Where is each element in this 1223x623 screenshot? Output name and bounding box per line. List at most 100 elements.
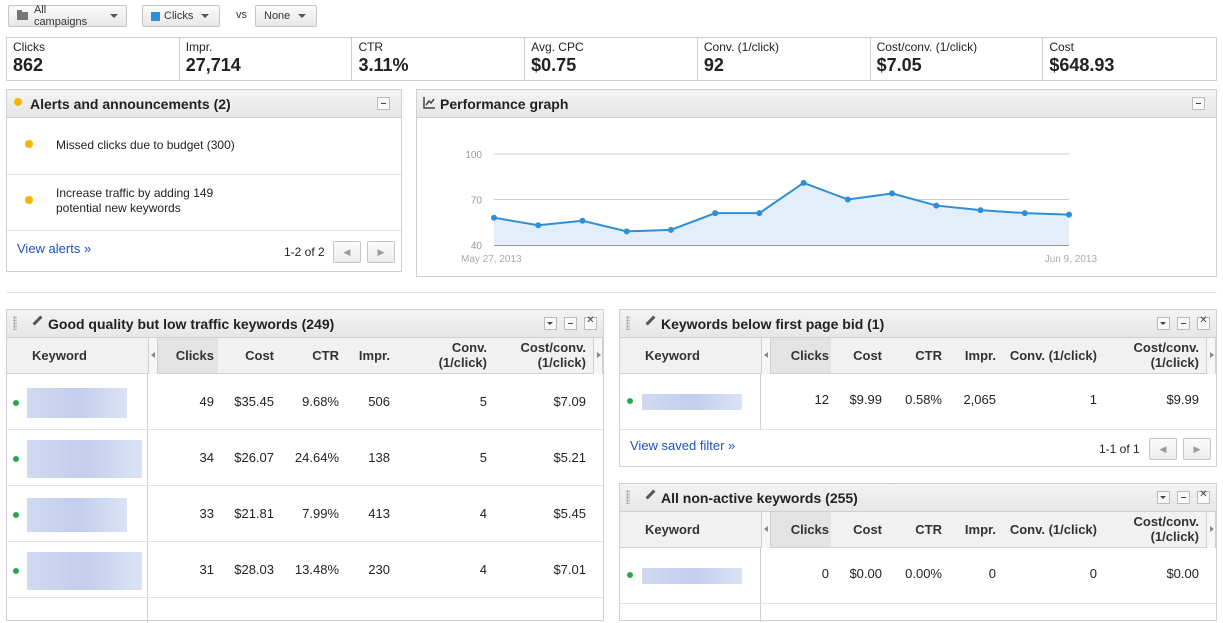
close-button[interactable]: ✕	[584, 315, 597, 330]
scroll-left-button[interactable]	[148, 338, 158, 374]
table-row[interactable]: 31 $28.03 13.48% 230 4 $7.01	[7, 542, 603, 598]
stat-ctr[interactable]: CTR 3.11%	[352, 38, 526, 80]
stat-conversions[interactable]: Conv. (1/click) 92	[698, 38, 871, 80]
prev-page-button[interactable]: ◀	[1149, 438, 1177, 460]
next-page-button[interactable]: ▶	[367, 241, 395, 263]
dropdown-button[interactable]	[544, 317, 557, 330]
cell-cost: $9.99	[849, 392, 882, 407]
data-point	[491, 214, 497, 221]
table-header: Keyword Clicks Cost CTR Impr. Conv. (1/c…	[620, 338, 1216, 374]
y-tick-label: 100	[465, 150, 482, 161]
table-row[interactable]: 12 $9.99 0.58% 2,065 1 $9.99	[620, 374, 1216, 429]
alerts-pager-text: 1-2 of 2	[284, 245, 325, 259]
col-impr[interactable]: Impr.	[964, 348, 996, 363]
data-point	[1066, 211, 1072, 218]
table-header: Keyword Clicks Cost CTR Impr. Conv. (1/c…	[7, 338, 603, 374]
status-active-icon	[13, 512, 19, 518]
col-ctr[interactable]: CTR	[312, 348, 339, 363]
stat-value: $7.05	[876, 55, 922, 75]
cell-cost-conv: $5.45	[553, 506, 586, 521]
minimize-button[interactable]	[1177, 317, 1190, 330]
view-alerts-link[interactable]: View alerts »	[17, 241, 92, 256]
col-cost-conv-line: Cost/conv.	[1133, 514, 1200, 529]
drag-handle-icon[interactable]	[626, 490, 630, 504]
minimize-button[interactable]	[377, 97, 390, 110]
col-conv[interactable]: Conv. (1/click)	[412, 340, 487, 370]
col-keyword[interactable]: Keyword	[32, 348, 87, 363]
table-row[interactable]: 34 $26.07 24.64% 138 5 $5.21	[7, 430, 603, 486]
minimize-button[interactable]	[1177, 491, 1190, 504]
stat-avg-cpc[interactable]: Avg. CPC $0.75	[525, 38, 698, 80]
dropdown-button[interactable]	[1157, 317, 1170, 330]
cell-ctr: 0.00%	[905, 566, 942, 581]
col-cost[interactable]: Cost	[853, 522, 882, 537]
close-icon: ✕	[1199, 315, 1208, 326]
scroll-left-button[interactable]	[761, 338, 771, 374]
col-cost-conv-line: (1/click)	[537, 355, 586, 370]
chevron-down-icon	[201, 14, 210, 18]
stat-impressions[interactable]: Impr. 27,714	[180, 38, 353, 80]
col-impr[interactable]: Impr.	[358, 348, 390, 363]
table-row[interactable]: 0 $0.00 0.00% 0 0 $0.00	[620, 548, 1216, 603]
cell-cost: $28.03	[234, 562, 274, 577]
drag-handle-icon[interactable]	[13, 316, 17, 330]
cell-clicks: 0	[821, 566, 829, 581]
col-clicks[interactable]: Clicks	[790, 348, 829, 363]
scroll-right-button[interactable]	[1206, 512, 1216, 548]
minimize-button[interactable]	[564, 317, 577, 330]
campaign-selector-label: All campaigns	[33, 4, 88, 28]
metric2-selector[interactable]: None	[255, 5, 317, 27]
cell-cost: $0.00	[849, 566, 882, 581]
stat-cost-per-conv[interactable]: Cost/conv. (1/click) $7.05	[871, 38, 1044, 80]
col-keyword[interactable]: Keyword	[645, 348, 700, 363]
data-point	[579, 217, 586, 224]
stat-value: $0.75	[531, 55, 577, 75]
close-button[interactable]: ✕	[1197, 315, 1210, 330]
drag-handle-icon[interactable]	[626, 316, 630, 330]
table-row[interactable]: 49 $35.45 9.68% 506 5 $7.09	[7, 374, 603, 430]
col-cost-conv[interactable]: Cost/conv. (1/click)	[1115, 340, 1200, 370]
col-clicks[interactable]: Clicks	[175, 348, 214, 363]
metric1-selector[interactable]: Clicks	[142, 5, 220, 27]
col-conv[interactable]: Conv. (1/click)	[1009, 522, 1097, 537]
table-row[interactable]: 33 $21.81 7.99% 413 4 $5.45	[7, 486, 603, 542]
scroll-left-button[interactable]	[761, 512, 771, 548]
data-point	[933, 202, 940, 209]
col-cost[interactable]: Cost	[245, 348, 274, 363]
next-page-button[interactable]: ▶	[1183, 438, 1211, 460]
alert-item-keywords[interactable]: Increase traffic by adding 149 potential…	[56, 186, 213, 216]
close-button[interactable]: ✕	[1197, 489, 1210, 504]
cell-ctr: 24.64%	[294, 450, 339, 465]
scroll-right-button[interactable]	[1206, 338, 1216, 374]
col-conv[interactable]: Conv. (1/click)	[1009, 348, 1097, 363]
col-cost-conv[interactable]: Cost/conv. (1/click)	[502, 340, 587, 370]
col-ctr[interactable]: CTR	[915, 348, 942, 363]
close-icon: ✕	[1199, 489, 1208, 500]
edit-icon[interactable]	[645, 315, 656, 326]
minimize-button[interactable]	[1192, 97, 1205, 110]
dropdown-button[interactable]	[1157, 491, 1170, 504]
col-clicks[interactable]: Clicks	[790, 522, 829, 537]
cell-cost-conv: $9.99	[1166, 392, 1199, 407]
edit-icon[interactable]	[645, 489, 656, 500]
below-bid-title: Keywords below first page bid (1)	[661, 316, 885, 332]
view-saved-filter-link[interactable]: View saved filter »	[630, 438, 736, 453]
col-keyword[interactable]: Keyword	[645, 522, 700, 537]
stats-bar: Clicks 862 Impr. 27,714 CTR 3.11% Avg. CPC $…	[6, 37, 1217, 81]
scroll-right-button[interactable]	[593, 338, 603, 374]
prev-page-button[interactable]: ◀	[333, 241, 361, 263]
row-divider	[620, 429, 1216, 430]
col-ctr[interactable]: CTR	[915, 522, 942, 537]
performance-chart: 100 70 40 May 27, 2013 Jun 9, 2013	[461, 150, 1097, 265]
edit-icon[interactable]	[32, 315, 43, 326]
col-impr[interactable]: Impr.	[964, 522, 996, 537]
alert-item-budget[interactable]: Missed clicks due to budget (300)	[56, 138, 235, 152]
col-cost-conv-line: Cost/conv.	[1133, 340, 1200, 355]
col-cost[interactable]: Cost	[853, 348, 882, 363]
stat-cost[interactable]: Cost $648.93	[1043, 38, 1216, 80]
stat-clicks[interactable]: Clicks 862	[7, 38, 180, 80]
campaign-selector[interactable]: All campaigns	[8, 4, 127, 28]
row-divider	[7, 429, 603, 430]
col-cost-conv[interactable]: Cost/conv. (1/click)	[1115, 514, 1200, 544]
keyword-redacted	[642, 568, 742, 584]
